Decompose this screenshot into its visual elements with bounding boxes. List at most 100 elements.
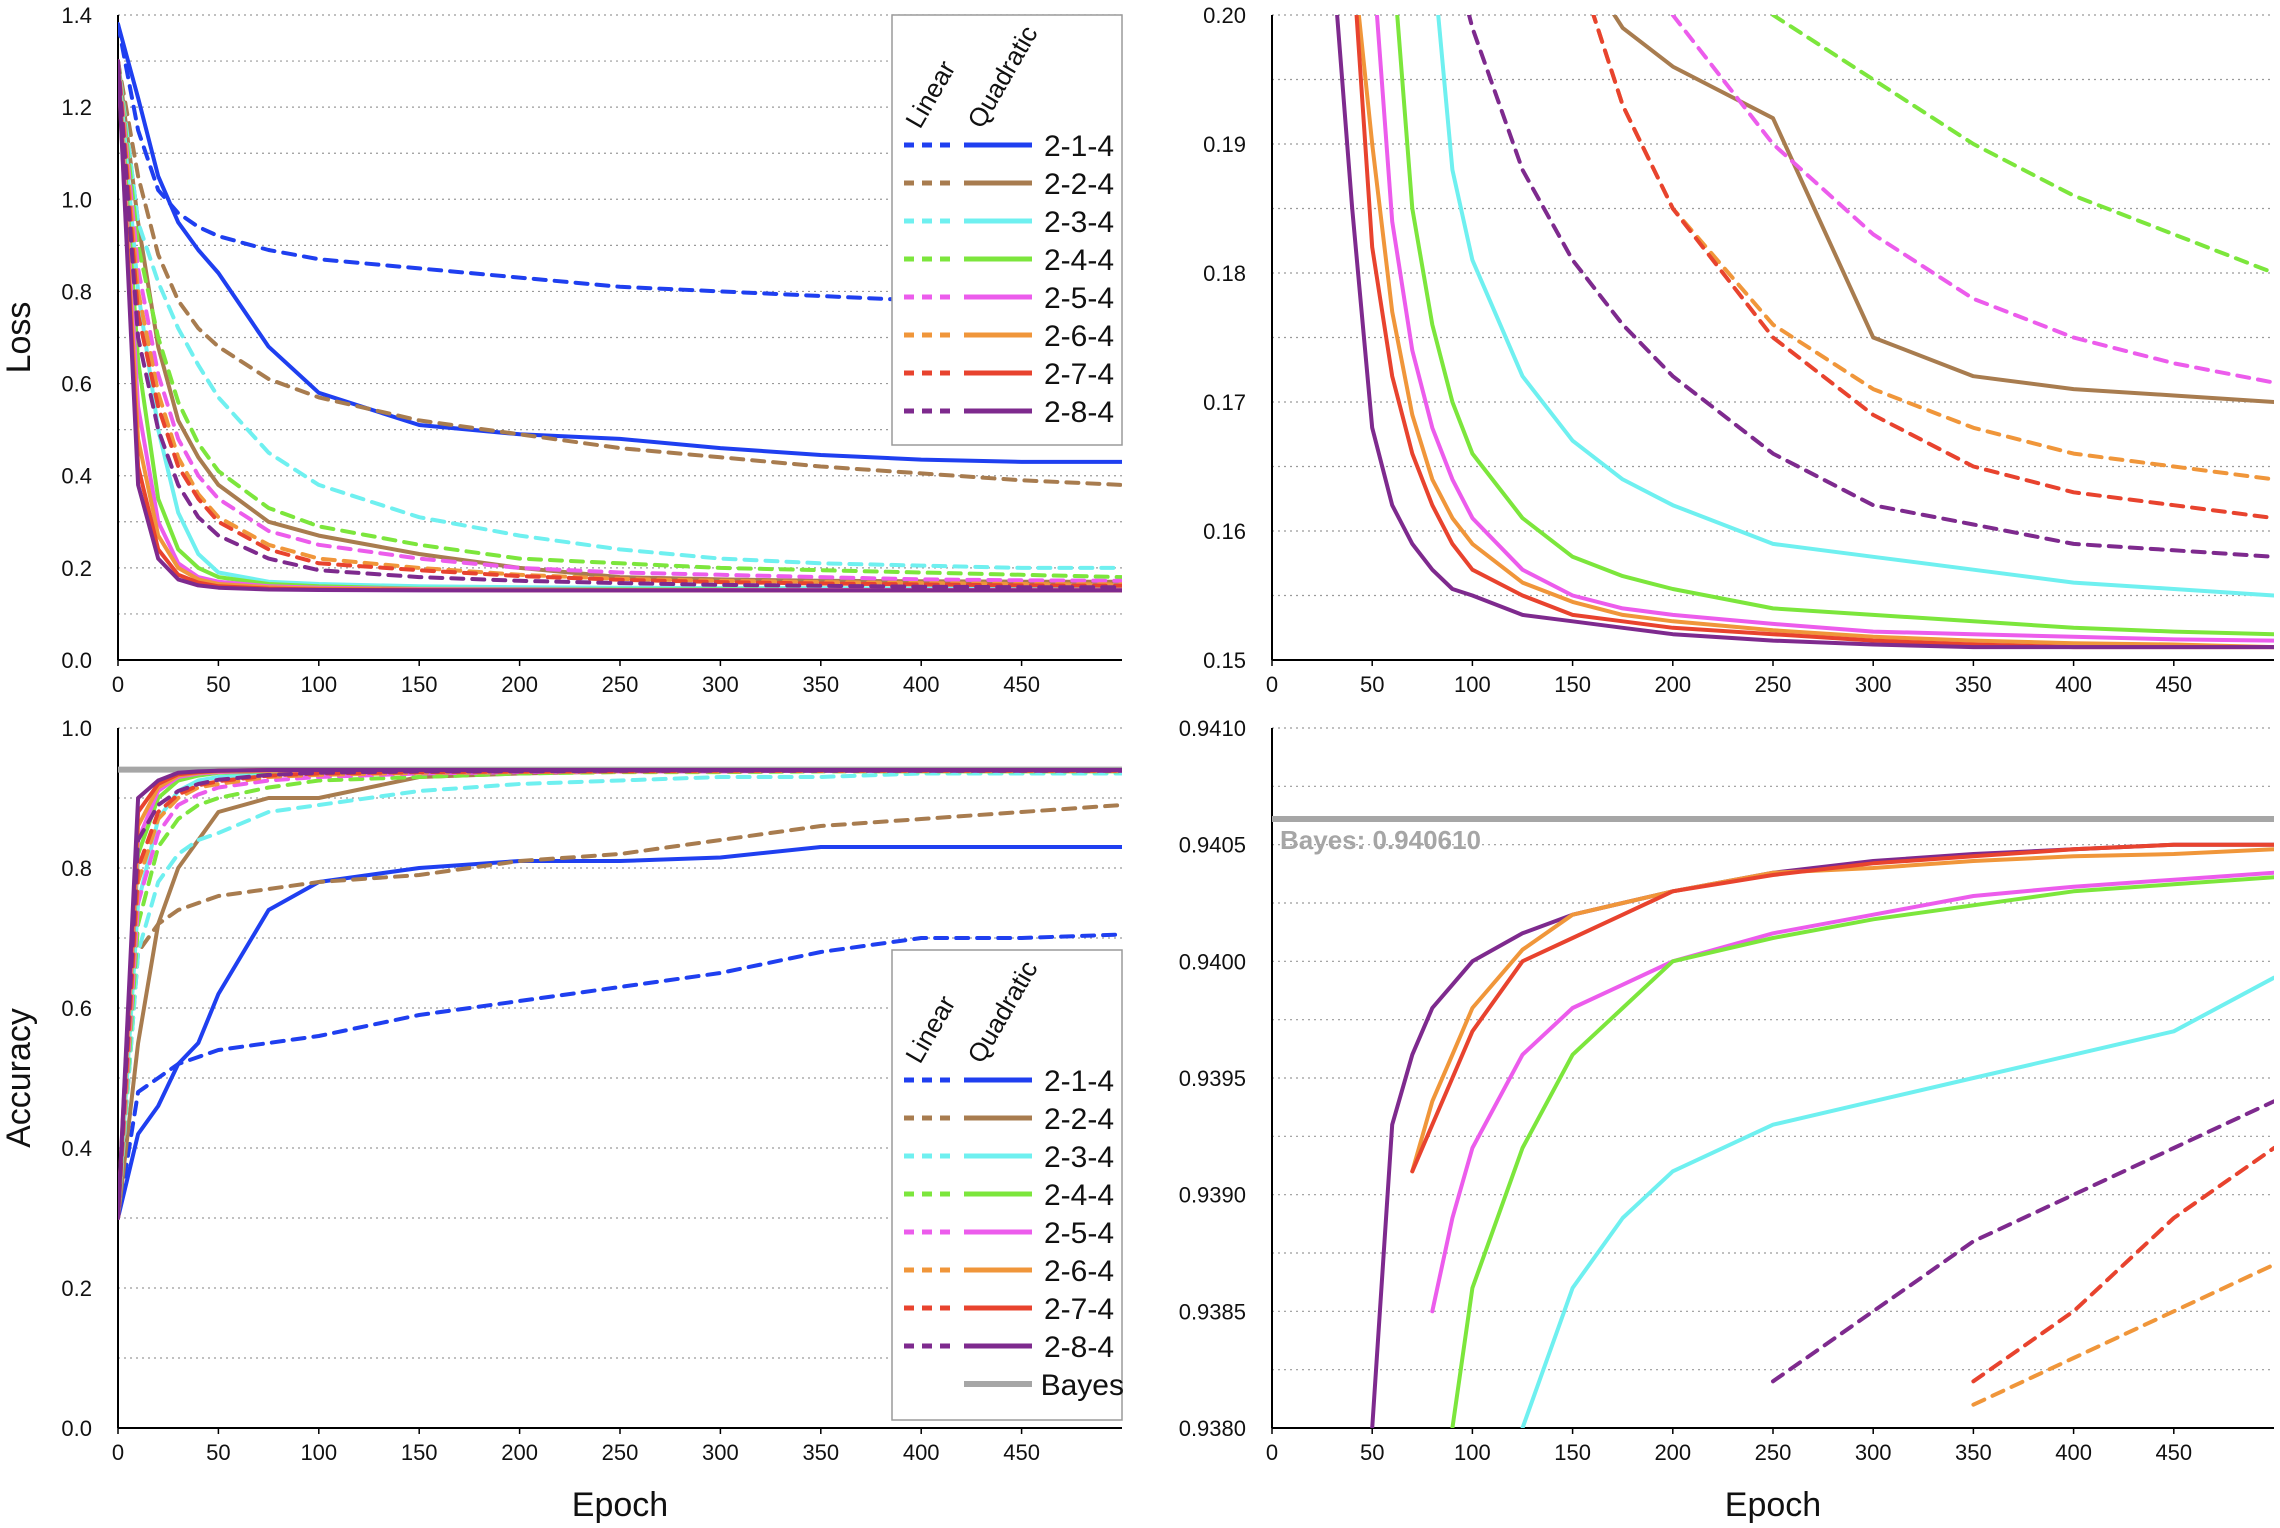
y-tick-label: 0.4 <box>61 1136 92 1161</box>
legend-label-bayes: Bayes <box>1041 1369 1124 1402</box>
x-tick-label: 150 <box>401 1440 438 1465</box>
legend-label: 2-6-4 <box>1044 1255 1114 1288</box>
x-tick-label: 450 <box>1003 672 1040 697</box>
y-tick-label: 0.9400 <box>1179 949 1246 974</box>
x-tick-label: 300 <box>1855 1440 1892 1465</box>
legend-label: 2-7-4 <box>1044 358 1114 391</box>
loss-panel: 0.0 0.2 0.4 0.6 0.8 1.0 1.2 1.4 0 50 100 150 200 250 3… <box>0 3 1122 697</box>
y-tick-label: 0.0 <box>61 648 92 673</box>
x-tick-label: 200 <box>501 1440 538 1465</box>
series-line-2-8-4-linear <box>1771 1099 2274 1384</box>
series-line-2-6-4-linear <box>1971 1262 2274 1407</box>
y-tick-label: 1.4 <box>61 3 92 28</box>
x-tick-label: 0 <box>112 672 124 697</box>
legend-label: 2-7-4 <box>1044 1293 1114 1326</box>
series-line-2-3-4-quadratic <box>1436 15 2274 598</box>
x-tick-label: 400 <box>2055 1440 2092 1465</box>
x-tick-label: 300 <box>702 672 739 697</box>
series-line-2-7-4-linear <box>118 59 1122 588</box>
y-tick-label: 1.0 <box>61 187 92 212</box>
x-tick-label: 0 <box>1266 1440 1278 1465</box>
y-tick-label: 0.17 <box>1203 390 1246 415</box>
x-tick-label: 50 <box>1360 1440 1384 1465</box>
y-axis-label: Accuracy <box>0 1008 38 1148</box>
loss-zoom-panel: 0.15 0.16 0.17 0.18 0.19 0.20 0 50 100 150 200 250 3… <box>1203 3 2274 697</box>
series-line-2-2-4-linear <box>118 59 1122 487</box>
accuracy-panel: 0.0 0.2 0.4 0.6 0.8 1.0 0 50 100 150 200 250 300 350 4… <box>0 716 1122 1524</box>
x-tick-label: 250 <box>1755 672 1792 697</box>
x-tick-label: 400 <box>903 672 940 697</box>
series-line-2-6-4-quadratic <box>1356 15 2274 650</box>
x-tick-label: 450 <box>2155 672 2192 697</box>
series-group <box>118 766 1122 1220</box>
x-tick-label: 450 <box>1003 1440 1040 1465</box>
series-group <box>1335 15 2274 650</box>
y-tick-label: 0.2 <box>61 556 92 581</box>
x-tick-label: 200 <box>501 672 538 697</box>
x-tick-label: 350 <box>802 672 839 697</box>
x-tick-label: 350 <box>1955 1440 1992 1465</box>
x-tick-label: 150 <box>1554 672 1591 697</box>
y-tick-label: 0.8 <box>61 279 92 304</box>
x-tick-label: 250 <box>1755 1440 1792 1465</box>
y-tick-label: 0.0 <box>61 1416 92 1441</box>
legend-top: Linear Quadratic2-1-42-2-42-3-42-4-42-5-4… <box>891 14 1123 446</box>
series-line-2-1-4-quadratic <box>118 845 1122 1220</box>
series-line-2-1-4-linear <box>118 932 1122 1220</box>
x-tick-label: 100 <box>1454 1440 1491 1465</box>
x-tick-label: 200 <box>1654 1440 1691 1465</box>
series-line-2-4-4-quadratic <box>1395 15 2274 637</box>
series-line-2-5-4-linear <box>1670 15 2274 385</box>
series-line-2-6-4-linear <box>1591 15 2274 482</box>
x-tick-label: 350 <box>802 1440 839 1465</box>
legend-label: 2-1-4 <box>1044 130 1114 163</box>
series-line-2-4-4-linear <box>1771 15 2274 275</box>
series-line-2-8-4-quadratic <box>118 768 1122 1220</box>
legend-label: 2-3-4 <box>1044 206 1114 239</box>
x-tick-label: 350 <box>1955 672 1992 697</box>
x-tick-label: 100 <box>1454 672 1491 697</box>
legend-box <box>891 949 1123 1421</box>
y-tick-label: 1.0 <box>61 716 92 741</box>
x-tick-label: 100 <box>300 672 337 697</box>
y-tick-label: 0.9405 <box>1179 833 1246 858</box>
x-tick-label: 250 <box>602 672 639 697</box>
legend-label: 2-5-4 <box>1044 282 1114 315</box>
y-tick-label: 0.9410 <box>1179 716 1246 741</box>
y-tick-label: 0.6 <box>61 372 92 397</box>
x-tick-label: 150 <box>401 672 438 697</box>
legend-label: 2-8-4 <box>1044 1331 1114 1364</box>
series-line-2-2-4-quadratic <box>1611 15 2274 404</box>
y-axis-label: Loss <box>0 302 38 374</box>
y-tick-label: 0.2 <box>61 1276 92 1301</box>
series-line-2-3-4-linear <box>118 771 1122 1220</box>
legend-label: 2-2-4 <box>1044 1103 1114 1136</box>
y-tick-label: 1.2 <box>61 95 92 120</box>
series-line-2-2-4-linear <box>118 803 1122 1220</box>
y-tick-label: 0.15 <box>1203 648 1246 673</box>
x-axis-label: Epoch <box>1725 1486 1821 1524</box>
x-tick-label: 50 <box>1360 672 1384 697</box>
x-tick-label: 100 <box>300 1440 337 1465</box>
y-tick-label: 0.9395 <box>1179 1066 1246 1091</box>
y-tick-label: 0.4 <box>61 464 92 489</box>
y-tick-label: 0.8 <box>61 856 92 881</box>
series-line-2-4-4-linear <box>118 769 1122 1220</box>
legend-label: 2-2-4 <box>1044 168 1114 201</box>
x-tick-label: 50 <box>206 1440 230 1465</box>
legend-label: 2-3-4 <box>1044 1141 1114 1174</box>
series-line-2-8-4-linear <box>1467 15 2274 559</box>
series-line-2-6-4-quadratic <box>1410 847 2274 1174</box>
x-tick-label: 0 <box>112 1440 124 1465</box>
y-tick-label: 0.16 <box>1203 519 1246 544</box>
y-tick-label: 0.6 <box>61 996 92 1021</box>
series-group <box>1272 816 2274 1428</box>
y-tick-label: 0.20 <box>1203 3 1246 28</box>
series-line-2-1-4-linear <box>118 22 1122 312</box>
x-tick-label: 400 <box>903 1440 940 1465</box>
bayes-annotation: Bayes: 0.940610 <box>1280 825 1481 855</box>
x-tick-label: 250 <box>602 1440 639 1465</box>
x-tick-label: 150 <box>1554 1440 1591 1465</box>
series-line-2-8-4-quadratic <box>1335 15 2274 650</box>
x-tick-label: 300 <box>702 1440 739 1465</box>
